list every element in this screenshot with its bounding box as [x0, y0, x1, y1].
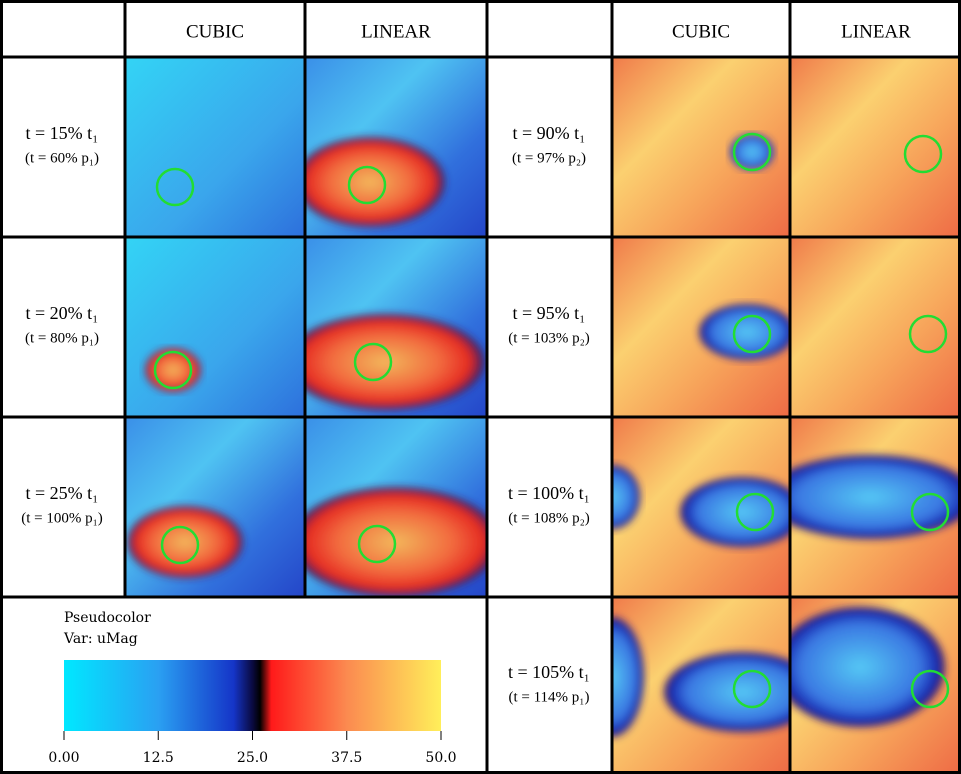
simulation-image — [305, 237, 487, 417]
row-label: t = 105% t₁ — [508, 662, 590, 682]
row-label: t = 15% t₁ — [26, 123, 99, 143]
marker-circle — [903, 134, 943, 174]
marker-circle — [155, 167, 195, 207]
colorbar — [64, 660, 441, 731]
image-cells — [125, 57, 961, 774]
row-label: t = 25% t₁ — [26, 483, 99, 503]
marker-circle — [732, 132, 772, 172]
marker-circle — [910, 669, 950, 709]
column-header: CUBIC — [672, 21, 730, 42]
simulation-image — [305, 57, 487, 237]
simulation-image — [790, 417, 961, 597]
column-header: LINEAR — [841, 21, 911, 42]
marker-circle — [347, 165, 387, 205]
row-label: t = 100% t₁ — [508, 483, 590, 503]
marker-circle — [353, 342, 393, 382]
row-label: t = 20% t₁ — [26, 303, 99, 323]
simulation-image — [790, 57, 961, 237]
simulation-image — [612, 417, 790, 597]
marker-circle — [160, 525, 200, 565]
row-sublabel: (t = 108% p₂) — [508, 510, 590, 526]
simulation-image — [612, 597, 790, 774]
simulation-image — [125, 237, 305, 417]
legend-title: Pseudocolor — [64, 610, 151, 626]
tick-label: 25.0 — [237, 750, 268, 766]
row-sublabel: (t = 103% p₂) — [508, 330, 590, 346]
marker-circle — [910, 492, 950, 532]
row-label: t = 95% t₁ — [513, 303, 586, 323]
row-sublabel: (t = 97% p₂) — [512, 150, 586, 166]
row-label: t = 90% t₁ — [513, 123, 586, 143]
row-sublabel: (t = 100% p₁) — [21, 510, 103, 526]
column-header: CUBIC — [186, 21, 244, 42]
tick-label: 50.0 — [425, 750, 456, 766]
marker-circle — [732, 314, 772, 354]
tick-label: 12.5 — [143, 750, 174, 766]
simulation-image — [305, 417, 487, 597]
row-sublabel: (t = 114% p₁) — [508, 689, 589, 705]
tick-label: 37.5 — [331, 750, 362, 766]
marker-circle — [908, 314, 948, 354]
legend-variable: Var: uMag — [63, 631, 138, 647]
simulation-image — [125, 57, 305, 237]
marker-circle — [153, 350, 193, 390]
row-sublabel: (t = 80% p₁) — [25, 330, 99, 346]
simulation-image — [790, 237, 961, 417]
row-sublabel: (t = 60% p₁) — [25, 150, 99, 166]
column-header: LINEAR — [361, 21, 431, 42]
simulation-image — [125, 417, 305, 597]
marker-circle — [357, 524, 397, 564]
simulation-image — [612, 237, 790, 417]
simulation-image — [790, 597, 961, 774]
tick-label: 0.00 — [48, 750, 79, 766]
marker-circle — [732, 669, 772, 709]
marker-circle — [735, 492, 775, 532]
simulation-image — [612, 57, 790, 237]
